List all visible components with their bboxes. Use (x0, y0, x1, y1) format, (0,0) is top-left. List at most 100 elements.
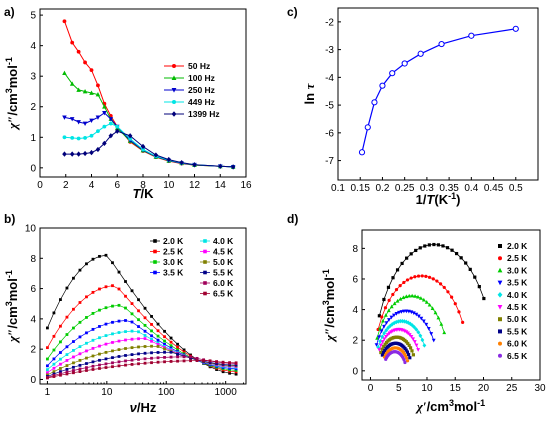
data-point-b-0 (52, 311, 56, 315)
data-point-b-8 (156, 356, 160, 360)
data-point-d-1 (387, 298, 391, 303)
data-point-a-4 (192, 162, 197, 168)
data-point-d-0 (395, 268, 400, 272)
data-point-d-9 (402, 358, 406, 362)
x-tick-label-c: 0.15 (350, 183, 370, 194)
data-point-b-8 (169, 355, 173, 359)
data-point-d-6 (408, 346, 413, 350)
data-point-b-6 (98, 352, 101, 356)
data-point-d-2 (430, 306, 435, 310)
data-point-b-9 (98, 367, 101, 370)
data-point-b-1 (169, 340, 173, 344)
legend-label-d-3: 3.5 K (507, 278, 528, 288)
data-point-b-3 (104, 322, 108, 326)
data-point-d-1 (450, 295, 454, 299)
data-point-d-3 (429, 332, 434, 336)
data-point-d-2 (404, 294, 409, 299)
x-tick-label-b: 10 (101, 387, 113, 398)
x-tick-label-d: 30 (534, 383, 546, 394)
data-point-d-3 (397, 310, 401, 315)
data-point-b-7 (137, 352, 140, 356)
y-tick-label-a: 1 (30, 133, 36, 144)
data-point-d-4 (416, 330, 421, 335)
data-point-b-0 (169, 336, 173, 340)
data-point-b-4 (85, 341, 88, 345)
data-point-b-3 (111, 320, 114, 324)
y-tick-label-d: 6 (352, 274, 358, 285)
x-tick-label-b: 1000 (215, 387, 238, 398)
data-point-c (389, 70, 396, 77)
data-point-a-4 (76, 151, 81, 157)
data-point-b-9 (208, 359, 212, 363)
data-point-b-9 (234, 361, 238, 365)
data-point-b-1 (111, 284, 114, 288)
chart-b: 1 10 100 1000 0 2 4 6 8 10 2.0 K2.5 K3.0 K3.5 K 4.0… (4, 224, 247, 415)
data-point-a-3 (83, 136, 87, 140)
data-point-b-2 (137, 318, 140, 322)
data-point-a-3 (96, 129, 100, 134)
legend-marker-a-1 (171, 75, 177, 80)
data-point-d-3 (379, 329, 384, 334)
data-point-b-5 (117, 339, 121, 343)
data-point-d-2 (421, 297, 426, 302)
data-point-c (401, 60, 408, 67)
legend-label-a-1: 100 Hz (188, 73, 215, 83)
data-point-b-0 (59, 298, 62, 302)
x-tick-label-d: 15 (450, 383, 462, 394)
series-line-a-3 (64, 122, 234, 168)
data-point-b-9 (156, 360, 160, 364)
data-point-d-2 (395, 298, 400, 303)
x-tick-label-d: 25 (506, 383, 518, 394)
legend-label-d-5: 4.5 K (507, 302, 528, 312)
data-point-b-0 (98, 254, 101, 258)
data-point-d-7 (407, 352, 411, 357)
x-tick-label-a: 6 (114, 180, 120, 191)
data-point-a-4 (69, 151, 75, 157)
fit-line-d-2 (376, 295, 445, 339)
data-point-a-3 (62, 135, 67, 140)
data-point-d-2 (386, 308, 391, 313)
data-point-b-9 (130, 363, 134, 366)
legend-label-b-3: 3.5 K (163, 268, 184, 278)
data-point-a-2 (108, 117, 114, 122)
y-tick-label-b: 2 (30, 345, 36, 356)
data-point-a-3 (108, 121, 113, 126)
data-point-d-5 (407, 333, 412, 337)
data-point-b-8 (130, 358, 134, 362)
legend-label-b-5: 4.5 K (213, 247, 234, 257)
data-point-d-8 (405, 359, 410, 363)
x-tick-label-c: 0.1 (331, 183, 345, 194)
data-point-b-0 (130, 289, 134, 293)
chart-c: 0.1 0.15 0.2 0.25 0.3 0.35 0.4 0.45 0.5 -7 -6 -5 -4 -… (302, 7, 539, 207)
data-point-b-7 (65, 367, 69, 371)
y-tick-label-a: 5 (30, 11, 36, 22)
data-point-d-7 (380, 353, 385, 357)
data-point-a-1 (89, 90, 94, 95)
data-point-b-6 (85, 356, 88, 360)
data-point-d-1 (435, 279, 439, 283)
data-point-b-9 (46, 376, 49, 380)
data-point-b-7 (130, 353, 134, 357)
y-tick-label-c: -5 (325, 101, 334, 112)
data-point-b-4 (72, 349, 75, 352)
data-point-b-8 (150, 356, 153, 360)
data-point-d-6 (379, 350, 383, 355)
data-point-b-1 (78, 301, 82, 304)
data-point-b-5 (46, 371, 49, 375)
data-point-d-7 (408, 356, 412, 360)
data-point-d-1 (442, 285, 446, 290)
data-point-b-0 (104, 253, 108, 257)
data-point-b-2 (52, 348, 56, 352)
data-point-b-6 (104, 350, 108, 354)
data-point-d-4 (398, 318, 403, 324)
data-point-b-0 (46, 326, 49, 330)
y-axis-label-c: ln τ (302, 82, 317, 104)
panel-label-b: b) (4, 212, 15, 226)
legend-label-a-3: 449 Hz (188, 97, 215, 107)
x-tick-label-a: 8 (140, 180, 146, 191)
data-point-b-5 (137, 337, 140, 341)
data-point-b-1 (150, 323, 153, 326)
plot-frame-c (337, 7, 539, 181)
data-point-b-0 (137, 298, 140, 302)
data-point-c (417, 50, 424, 57)
